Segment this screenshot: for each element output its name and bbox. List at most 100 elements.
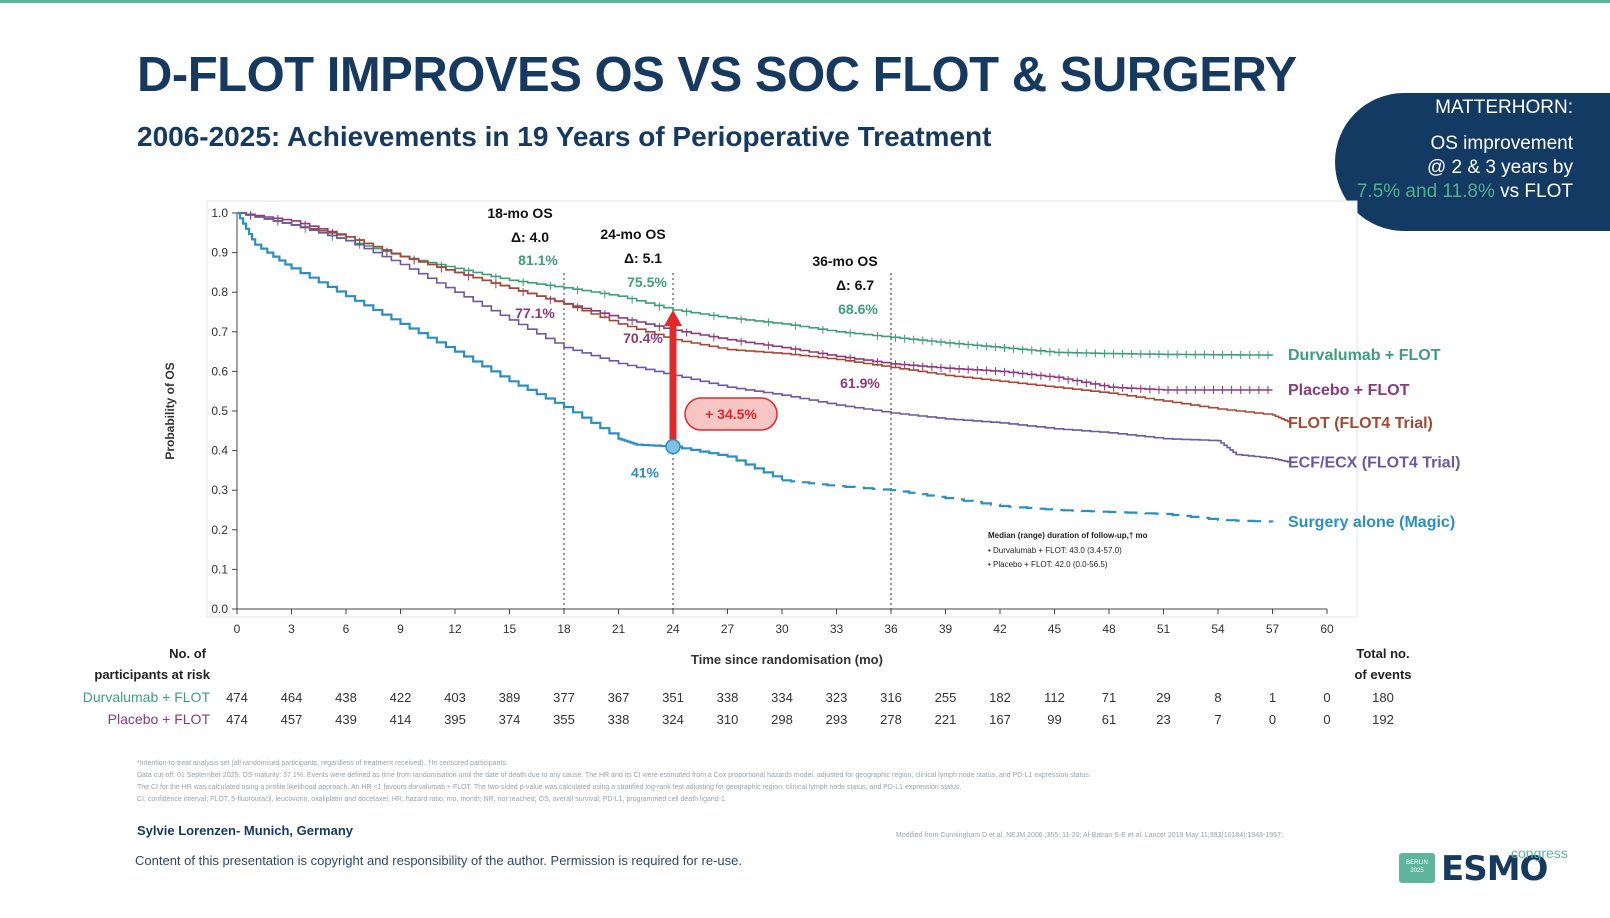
x-tick-label: 30 [775, 622, 789, 636]
followup-item: • Placebo + FLOT: 42.0 (0.0-56.5) [988, 560, 1108, 569]
callout-vs-flot: vs FLOT [1494, 181, 1573, 202]
risk-count: 464 [281, 690, 303, 705]
y-tick-label: 0.7 [211, 325, 228, 339]
landmark-delta: Δ: 5.1 [624, 250, 662, 266]
landmark-label: 36-mo OS [812, 253, 877, 269]
risk-count: 338 [717, 690, 739, 705]
risk-count: 367 [608, 690, 630, 705]
source-citation: Modified from Cunningham D et al. NEJM 2… [896, 832, 1283, 839]
risk-count: 61 [1102, 712, 1116, 727]
x-tick-label: 60 [1320, 622, 1334, 636]
x-tick-label: 48 [1102, 622, 1116, 636]
durva-value-label: 68.6% [838, 301, 878, 317]
x-tick-label: 39 [939, 622, 953, 636]
improvement-label: + 34.5% [705, 406, 757, 422]
callout-line: OS improvement [1430, 133, 1573, 154]
risk-count: 395 [444, 712, 466, 727]
matterhorn-callout: MATTERHORN: OS improvement @ 2 & 3 years… [1335, 93, 1610, 231]
x-tick-label: 9 [397, 622, 404, 636]
risk-count: 112 [1044, 690, 1065, 705]
risk-count: 221 [935, 712, 957, 727]
footnote: Data cut-off: 01 September 2025. OS matu… [137, 772, 1091, 779]
risk-count: 414 [390, 712, 412, 727]
risk-count: 8 [1214, 690, 1221, 705]
km-os-chart: 0.00.10.20.30.40.50.60.70.80.91.00 3 6 9 12 1… [83, 200, 1460, 727]
plot-frame [206, 200, 1358, 618]
risk-count: 457 [281, 712, 303, 727]
event-count: 180 [1372, 690, 1394, 705]
y-tick-label: 0.9 [211, 246, 228, 260]
footnote: *Intention-to-treat analysis set (all ra… [137, 760, 508, 767]
risk-count: 310 [717, 712, 739, 727]
x-tick-label: 45 [1048, 622, 1062, 636]
improvement-arrow-head [664, 310, 682, 327]
x-axis-label: Time since randomisation (mo) [691, 652, 883, 667]
risk-count: 377 [553, 690, 575, 705]
risk-count: 438 [335, 690, 357, 705]
risk-count: 278 [880, 712, 902, 727]
x-tick-label: 12 [448, 622, 462, 636]
placebo-value-label: 70.4% [623, 330, 663, 346]
x-tick-label: 18 [557, 622, 571, 636]
landmark-delta: Δ: 6.7 [836, 277, 874, 293]
risk-count: 334 [771, 690, 793, 705]
risk-count: 374 [499, 712, 521, 727]
x-tick-label: 0 [234, 622, 241, 636]
x-tick-label: 6 [343, 622, 350, 636]
landmark-delta: Δ: 4.0 [511, 229, 549, 245]
landmark-label: 18-mo OS [487, 205, 552, 221]
risk-count: 0 [1269, 712, 1276, 727]
y-tick-label: 0.0 [211, 602, 228, 616]
x-tick-label: 3 [288, 622, 295, 636]
risk-count: 351 [662, 690, 684, 705]
risk-count: 7 [1214, 712, 1221, 727]
risk-count: 355 [553, 712, 575, 727]
events-header: Total no. [1356, 646, 1409, 661]
risk-count: 316 [880, 690, 902, 705]
risk-count: 324 [662, 712, 684, 727]
risk-row-label: Placebo + FLOT [108, 711, 211, 727]
followup-item: • Durvalumab + FLOT: 43.0 (3.4-57.0) [988, 546, 1122, 555]
risk-count: 403 [444, 690, 466, 705]
improvement-badge [684, 397, 778, 431]
surgery-value-label: 41% [631, 465, 660, 481]
slide-title: D-FLOT IMPROVES OS VS SOC FLOT & SURGERY [137, 48, 1297, 102]
durva-value-label: 81.1% [518, 252, 558, 268]
x-tick-label: 21 [612, 622, 626, 636]
risk-count: 389 [499, 690, 521, 705]
footnote: The CI for the HR was calculated using a… [137, 784, 962, 791]
risk-count: 23 [1156, 712, 1170, 727]
esmo-congress-label: congress [1511, 845, 1568, 861]
x-tick-label: 51 [1157, 622, 1171, 636]
risk-count: 323 [826, 690, 848, 705]
x-tick-label: 57 [1266, 622, 1280, 636]
y-tick-label: 0.5 [211, 404, 228, 418]
risk-count: 439 [335, 712, 357, 727]
footnote: CI, confidence interval; FLOT, 5-fluorou… [137, 796, 727, 803]
risk-count: 255 [935, 690, 957, 705]
y-tick-label: 0.2 [211, 523, 228, 537]
risk-count: 29 [1156, 690, 1170, 705]
risk-count: 71 [1102, 690, 1116, 705]
y-tick-label: 0.4 [211, 444, 228, 458]
risk-count: 182 [989, 690, 1011, 705]
x-tick-label: 33 [830, 622, 844, 636]
placebo-value-label: 61.9% [840, 375, 880, 391]
y-tick-label: 0.8 [211, 285, 228, 299]
risk-count: 474 [226, 712, 248, 727]
author: Sylvie Lorenzen- Munich, Germany [137, 823, 353, 838]
y-axis-label: Probability of OS [163, 362, 177, 459]
x-tick-label: 42 [993, 622, 1007, 636]
x-tick-label: 15 [503, 622, 517, 636]
y-tick-label: 0.3 [211, 483, 228, 497]
callout-heading: MATTERHORN: [1435, 97, 1573, 118]
y-tick-label: 0.1 [211, 562, 228, 576]
risk-count: 167 [989, 712, 1011, 727]
series-line [782, 479, 1274, 523]
followup-title: Median (range) duration of follow-up,† m… [988, 531, 1148, 540]
esmo-congress-logo: BERLIN 2025 ESMO congress [1399, 845, 1568, 889]
risk-count: 422 [390, 690, 412, 705]
risk-count: 293 [826, 712, 848, 727]
landmark-label: 24-mo OS [600, 226, 665, 242]
